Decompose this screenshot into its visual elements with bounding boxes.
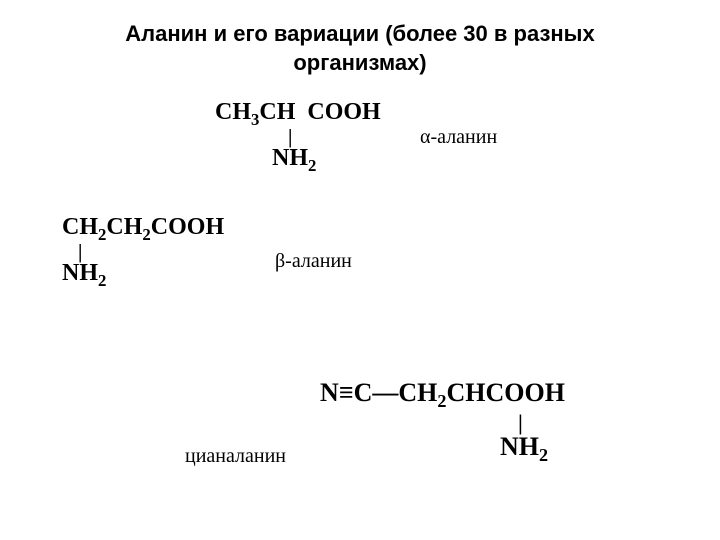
cyanalanine-nh2: NH2 [500,434,548,464]
alpha-alanine-formula: CH3CH COOH [215,100,381,129]
beta-label-text: β-аланин [275,250,352,272]
title-text: Аланин и его вариации (более 30 в разных… [125,21,594,75]
alpha-alanine-label: α-аланин [420,126,497,149]
cyanalanine-formula: N≡C—CH2CHCOOH [320,380,565,410]
beta-alanine-label: β-аланин [275,250,352,273]
beta-alanine-formula: CH2CH2COOH [62,215,224,244]
beta-alanine-nh2: NH2 [62,261,106,290]
alpha-alanine-nh2: NH2 [272,146,316,175]
alpha-label-text: α-аланин [420,126,497,148]
slide-title: Аланин и его вариации (более 30 в разных… [0,20,720,77]
cyanalanine-label: цианаланин [185,445,286,468]
cyan-label-text: цианаланин [185,445,286,467]
